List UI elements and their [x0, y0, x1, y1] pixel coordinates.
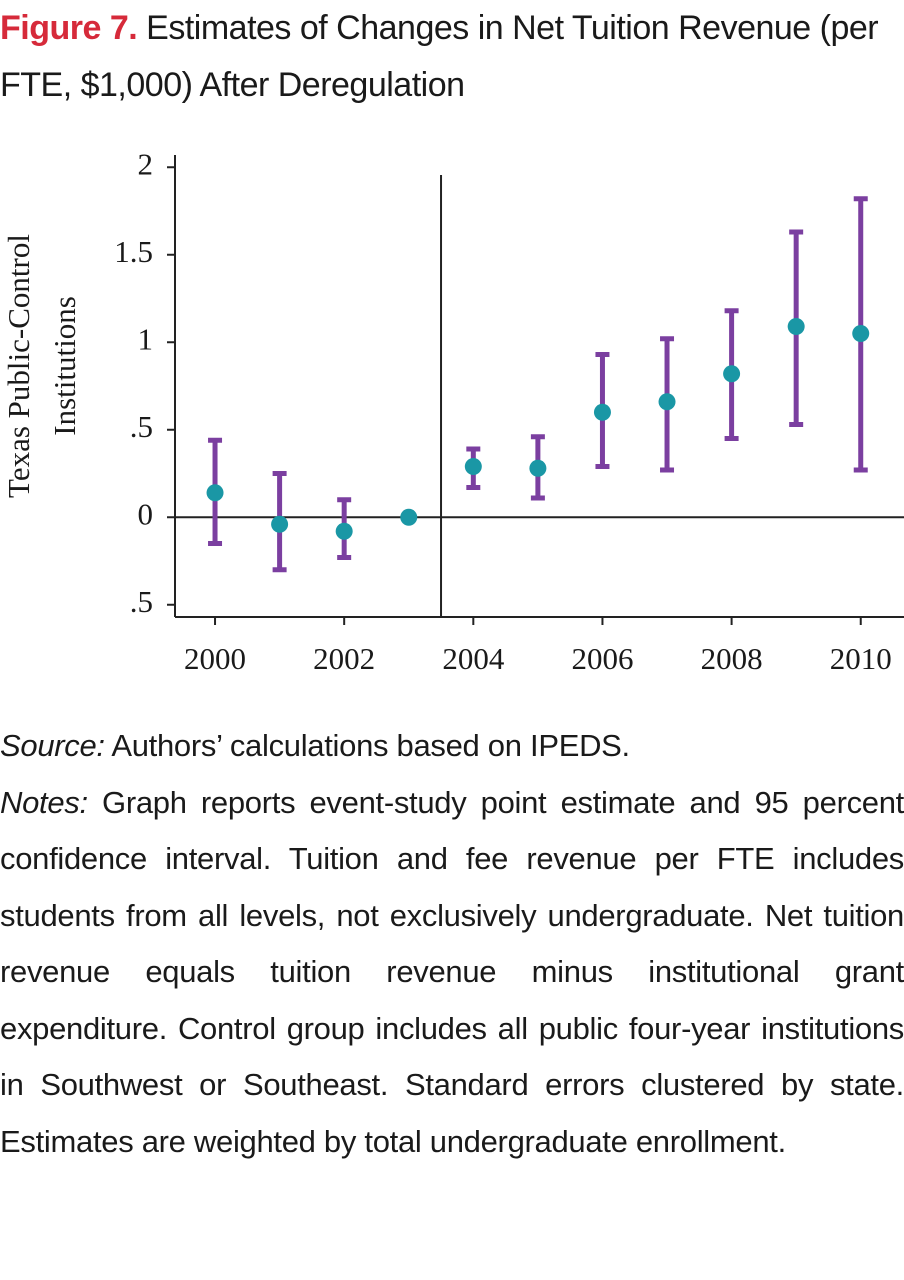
- notes-para: Notes: Graph reports event-study point e…: [0, 775, 904, 1171]
- chart: .5 0 .5 1 1.5 2 2000 2002 2004 2006 2008 2010 Texas …: [1, 146, 904, 676]
- chart-title: Estimates of Changes in Net Tuition Reve…: [0, 9, 879, 104]
- x-tick-label: 2010: [830, 641, 892, 676]
- point: [529, 459, 547, 477]
- point: [852, 325, 870, 342]
- x-tick-label: 2006: [571, 641, 633, 676]
- point: [400, 508, 418, 526]
- x-tick-label: 2008: [701, 641, 763, 676]
- y-tick-label: 0: [138, 496, 154, 531]
- point: [464, 458, 482, 475]
- y-axis-label: Institutions: [47, 296, 82, 436]
- point: [787, 318, 805, 335]
- point: [658, 393, 676, 411]
- point: [723, 365, 741, 383]
- point: [206, 484, 224, 502]
- y-tick-label: 1: [138, 321, 154, 356]
- x-tick-label: 2002: [313, 641, 375, 676]
- x-tick-label: 2004: [442, 641, 505, 676]
- y-tick-label: .5: [130, 584, 153, 619]
- point: [593, 403, 611, 421]
- notes-label: Notes:: [0, 784, 88, 820]
- figure-label: Figure 7.: [0, 9, 138, 47]
- source: Source: Authors’ calculations based on I…: [0, 718, 904, 775]
- figure-title: Figure 7. Estimates of Changes in Net Tu…: [0, 0, 904, 114]
- x-tick-label: 2000: [184, 641, 246, 676]
- point: [271, 515, 289, 533]
- y-axis-label: Texas Public-Control: [1, 234, 36, 498]
- point: [335, 522, 353, 540]
- notes: Source: Authors’ calculations based on I…: [0, 718, 904, 1170]
- notes-text: Graph reports event-study point estimate…: [0, 784, 904, 1159]
- y-tick-label: 1.5: [114, 234, 153, 269]
- source-label: Source:: [0, 728, 105, 763]
- y-tick-label: 2: [138, 146, 154, 181]
- source-text: Authors’ calculations based on IPEDS.: [111, 728, 630, 763]
- y-tick-label: .5: [130, 409, 153, 444]
